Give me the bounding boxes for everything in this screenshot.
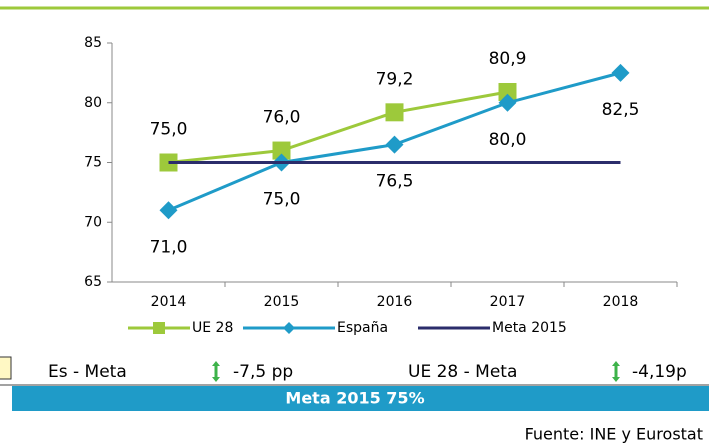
point (272, 141, 291, 160)
y-tick-label: 70 (84, 214, 102, 230)
data-label: 76,0 (263, 108, 301, 128)
x-tick-label: 2016 (377, 294, 413, 310)
data-label: 82,5 (602, 100, 640, 120)
y-tick-label: 85 (84, 35, 102, 51)
comparison-label: UE 28 - Meta (408, 362, 517, 382)
point (498, 82, 517, 101)
banner-text: Meta 2015 75% (285, 389, 424, 408)
point (159, 201, 178, 220)
series-line (168, 90, 508, 164)
comparison-value: -7,5 pp (233, 362, 293, 382)
source: Fuente: INE y Eurostat (525, 425, 703, 444)
x-tick-label: 2015 (264, 294, 300, 310)
legend-marker (283, 322, 295, 334)
data-label: 71,0 (150, 237, 188, 257)
point (385, 135, 404, 154)
data-label: 79,2 (376, 69, 414, 89)
arrow-icon (212, 361, 220, 382)
legend-label: España (337, 320, 388, 336)
comparison-value: -4,19p (632, 362, 687, 382)
legend-label: UE 28 (192, 320, 233, 336)
data-label: 80,0 (489, 130, 527, 150)
x-tick-label: 2017 (490, 294, 526, 310)
legend-label: Meta 2015 (492, 320, 567, 336)
comparison-label: Es - Meta (48, 362, 127, 382)
data-label: 76,5 (376, 172, 414, 192)
data-label: 80,9 (489, 49, 527, 69)
banner-bar (12, 386, 709, 411)
y-tick-label: 65 (84, 274, 102, 290)
point (498, 93, 517, 112)
x-tick-label: 2018 (603, 294, 639, 310)
x-tick-label: 2014 (151, 294, 187, 310)
marker-box (0, 356, 12, 380)
arrow-icon (612, 361, 620, 382)
legend-marker (153, 322, 165, 334)
point (385, 103, 404, 122)
y-tick-label: 80 (84, 95, 102, 111)
data-label: 75,0 (263, 190, 301, 210)
point (611, 63, 630, 82)
data-label: 75,0 (150, 120, 188, 140)
y-tick-label: 75 (84, 155, 102, 171)
